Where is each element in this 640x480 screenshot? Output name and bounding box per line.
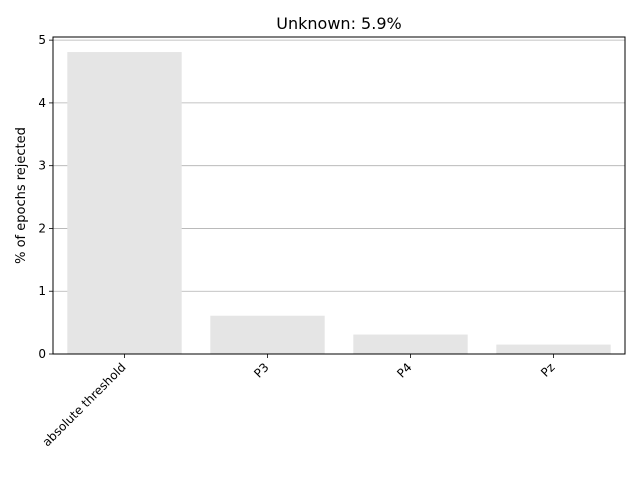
y-tick-label: 3 xyxy=(38,159,46,173)
bar-p4 xyxy=(353,334,468,354)
bar-p3 xyxy=(210,315,325,354)
x-tick-label: Pz xyxy=(538,360,557,379)
y-axis-label: % of epochs rejected xyxy=(14,127,29,264)
x-axis: absolute threshold P3 P4 Pz xyxy=(40,354,558,449)
x-tick-label: P3 xyxy=(251,360,271,380)
chart-title: Unknown: 5.9% xyxy=(276,14,401,33)
bar-absolute-threshold xyxy=(67,52,182,355)
x-tick-label: P4 xyxy=(394,360,414,380)
plot-frame xyxy=(52,36,626,355)
bar-pz xyxy=(496,344,611,354)
y-tick-label: 5 xyxy=(38,33,46,47)
bar-layer xyxy=(67,52,611,355)
x-tick-label: absolute threshold xyxy=(40,360,129,449)
y-axis: 0 1 2 3 4 5 xyxy=(38,33,53,361)
y-tick-label: 1 xyxy=(38,284,46,298)
y-tick-label: 0 xyxy=(38,347,46,361)
y-tick-label: 4 xyxy=(38,96,46,110)
y-tick-label: 2 xyxy=(38,221,46,235)
